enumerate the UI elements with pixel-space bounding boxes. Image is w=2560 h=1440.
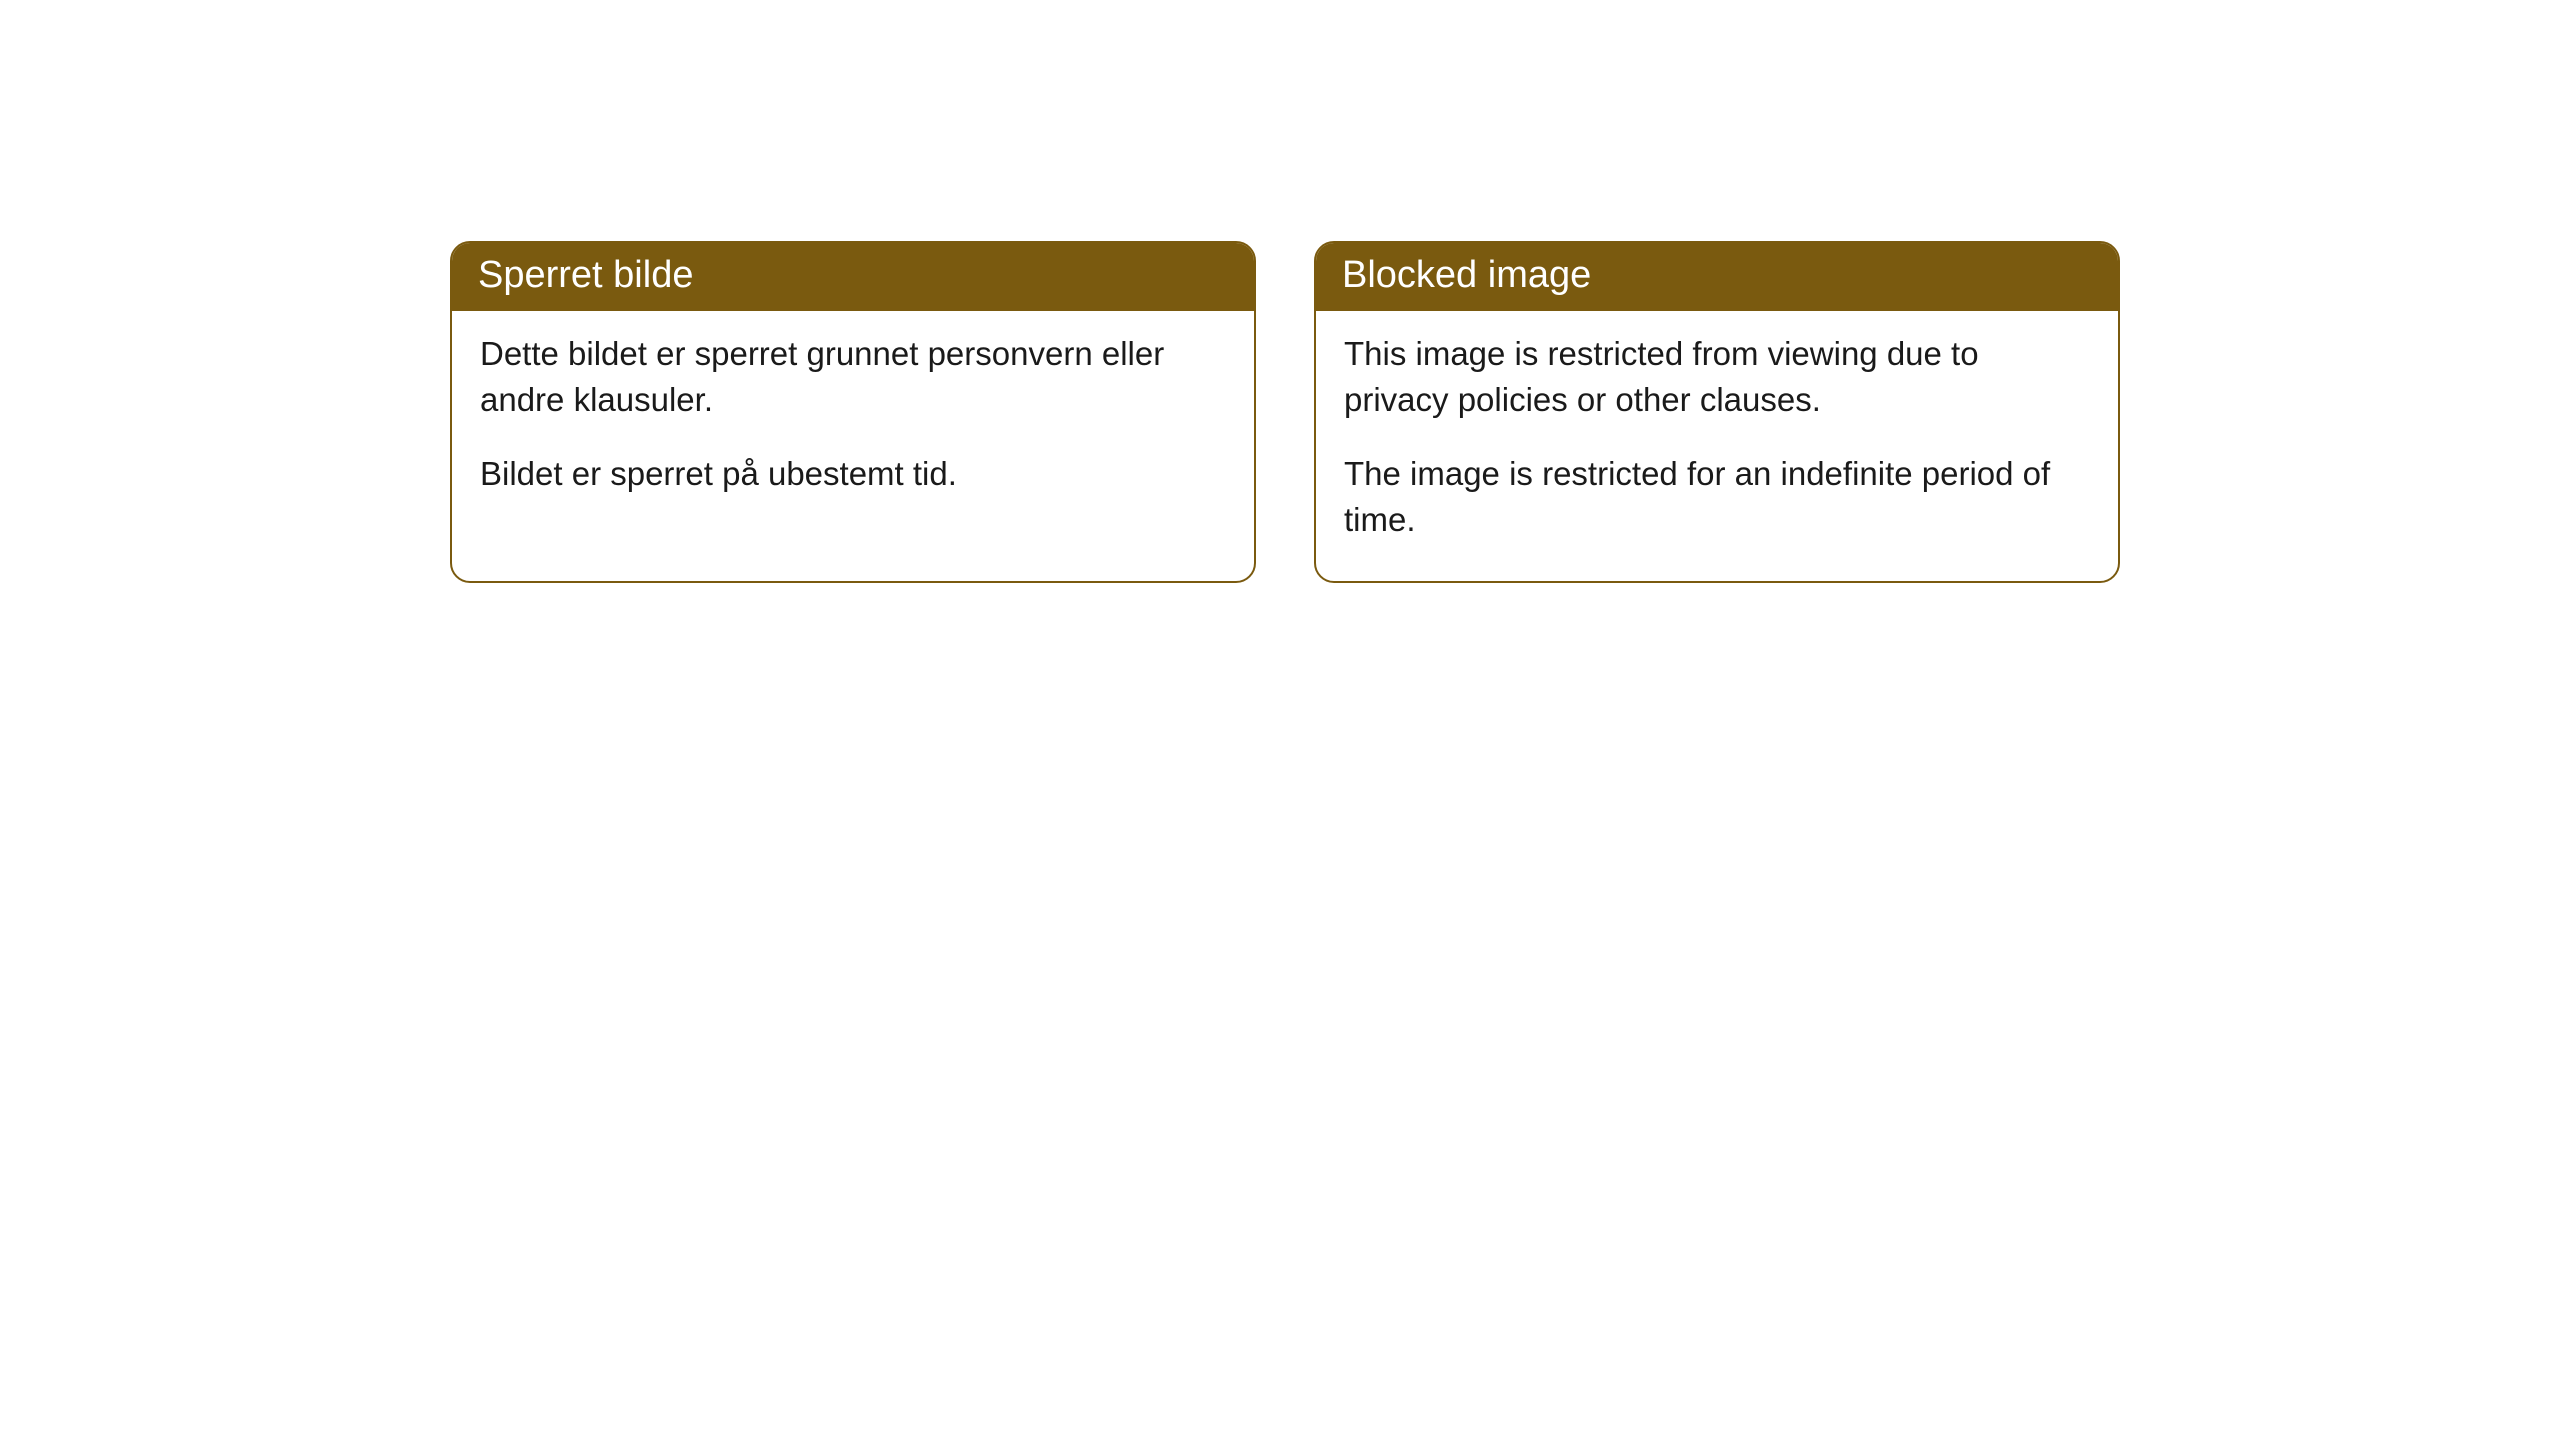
card-paragraph-2-norwegian: Bildet er sperret på ubestemt tid.: [480, 451, 1226, 497]
card-paragraph-2-english: The image is restricted for an indefinit…: [1344, 451, 2090, 543]
blocked-image-card-norwegian: Sperret bilde Dette bildet er sperret gr…: [450, 241, 1256, 583]
card-body-english: This image is restricted from viewing du…: [1316, 311, 2118, 582]
card-header-english: Blocked image: [1316, 243, 2118, 311]
card-paragraph-1-norwegian: Dette bildet er sperret grunnet personve…: [480, 331, 1226, 423]
card-paragraph-1-english: This image is restricted from viewing du…: [1344, 331, 2090, 423]
card-header-norwegian: Sperret bilde: [452, 243, 1254, 311]
blocked-image-card-english: Blocked image This image is restricted f…: [1314, 241, 2120, 583]
notice-cards-container: Sperret bilde Dette bildet er sperret gr…: [450, 241, 2120, 583]
card-body-norwegian: Dette bildet er sperret grunnet personve…: [452, 311, 1254, 536]
